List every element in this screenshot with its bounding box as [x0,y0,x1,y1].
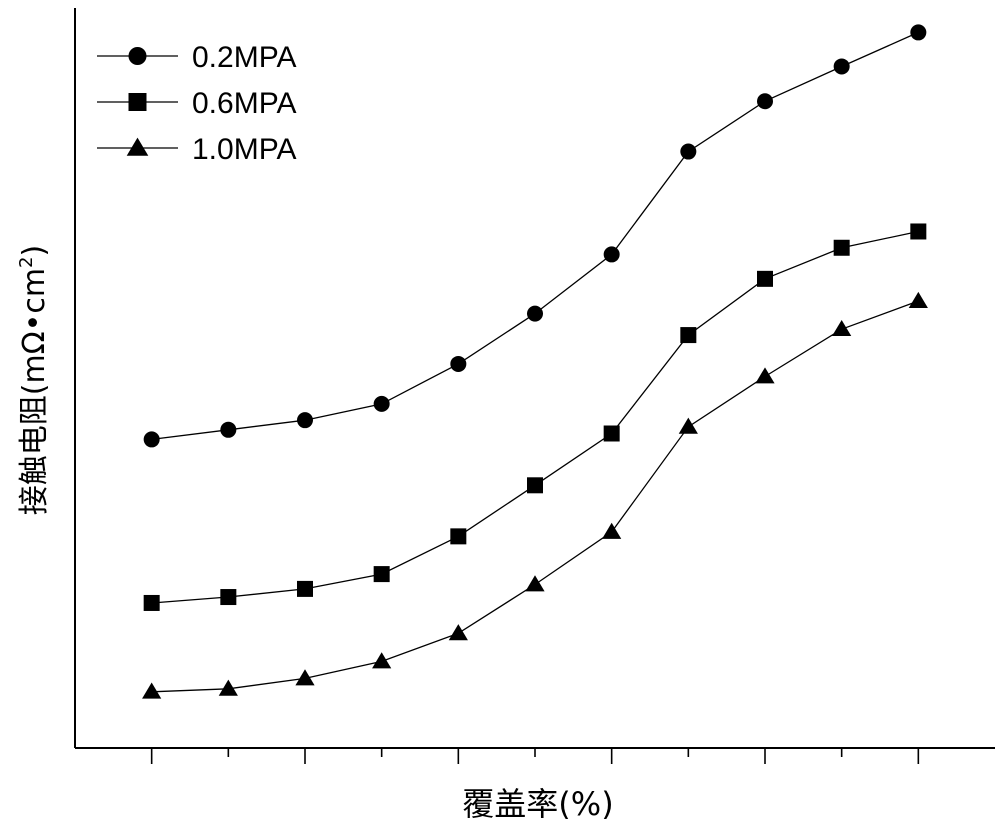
data-point [910,24,927,41]
data-point [832,319,852,337]
data-point [295,669,315,686]
data-point [527,305,543,322]
data-point [833,239,850,256]
data-point [910,223,927,240]
legend-label: 0.6MPA [192,87,297,120]
legend-entry: 0.6MPA [97,87,297,120]
data-point [757,270,773,287]
series-line [151,300,919,693]
data-point [450,528,467,545]
data-point [448,624,468,641]
legend-entry: 1.0MPA [97,133,297,166]
data-point [602,522,622,539]
data-point [373,395,390,412]
data-point [220,421,237,438]
data-point [755,367,775,384]
y-axis-label: 接触电阻(mΩ•cm2) [16,245,52,515]
data-point [297,580,313,597]
data-point [525,575,545,592]
data-point [603,425,620,442]
data-point [218,679,238,696]
legend-entry: 0.2MPA [97,41,297,74]
y-axis-label-close: ) [17,245,52,257]
legend-label: 0.2MPA [192,41,297,74]
data-point [143,431,160,448]
x-axis-label: 覆盖率(%) [462,785,613,823]
data-point [143,594,160,611]
data-point [757,93,773,110]
data-point [527,477,543,494]
legend-label: 1.0MPA [192,133,297,166]
legend-marker [128,93,147,111]
legend: 0.2MPA 0.6MPA 1.0MPA [97,41,297,166]
series-1.0MPA [142,291,928,699]
data-point [450,355,467,372]
data-point [833,58,850,75]
legend-marker [128,47,147,65]
data-point [372,652,392,669]
y-axis-label-main: 接触电阻(mΩ•cm [17,268,52,515]
series-layer [142,24,928,699]
series-line [151,230,919,604]
legend-marker [126,137,149,156]
data-point [678,417,698,434]
data-point [680,143,697,160]
data-point [220,589,237,606]
data-point [373,566,390,583]
series-0.6MPA [143,223,927,611]
data-point [142,682,162,699]
data-point [603,246,620,263]
data-point [297,412,313,429]
series-0.2MPA [143,24,927,448]
data-point [680,327,697,344]
y-axis-label-superscript: 2 [16,257,37,268]
data-point [908,291,928,308]
chart-axes [74,8,995,764]
